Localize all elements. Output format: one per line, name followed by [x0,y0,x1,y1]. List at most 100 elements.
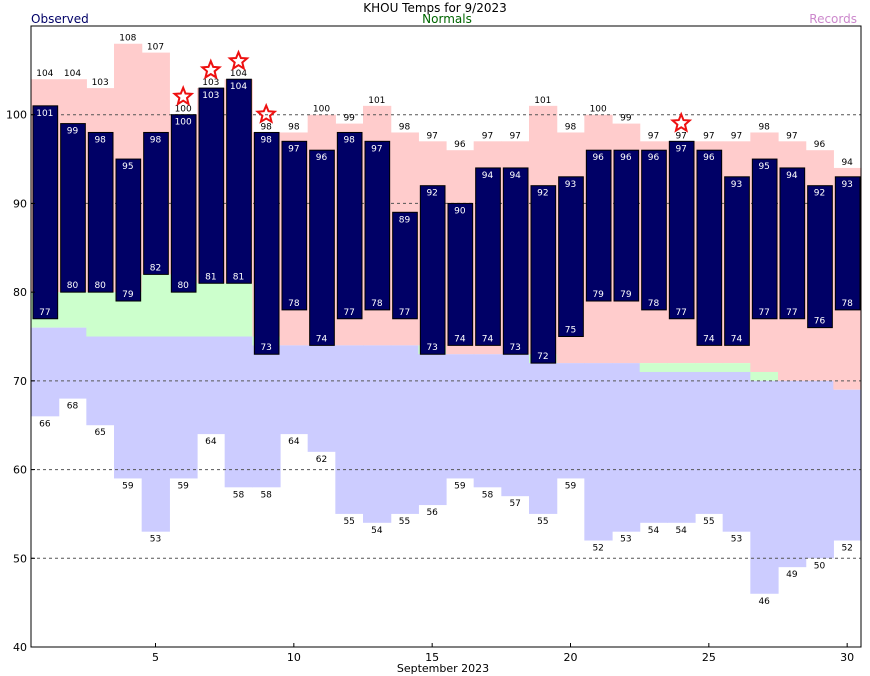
observed-low-label: 78 [371,299,383,309]
record-low-band [390,345,419,514]
record-low-label: 52 [592,544,603,554]
normal-band [695,363,724,372]
observed-low-label: 78 [288,299,300,309]
record-low-label: 52 [841,544,852,554]
observed-bar [558,176,584,337]
record-high-label: 98 [565,122,577,132]
x-tick-label: 20 [564,651,578,664]
normal-band [224,283,253,337]
observed-low-label: 81 [233,272,244,282]
observed-high-label: 97 [371,144,382,154]
observed-low-label: 74 [454,334,466,344]
normal-band [58,292,87,328]
record-high-label: 97 [482,131,493,141]
legend-records: Records [809,12,857,26]
record-low-band [473,354,502,488]
record-low-label: 54 [648,526,660,536]
x-tick-label: 25 [702,651,716,664]
record-low-band [280,345,309,435]
observed-bar [613,149,640,302]
observed-high-label: 101 [36,109,53,119]
observed-low-label: 80 [94,281,106,291]
record-high-label: 98 [758,122,770,132]
normal-band [141,274,170,337]
record-low-band [197,336,226,435]
observed-high-label: 103 [202,91,219,101]
observed-bar [143,131,169,275]
observed-high-label: 94 [786,171,798,181]
record-low-label: 49 [786,570,798,580]
record-high-label: 97 [675,131,686,141]
record-low-label: 64 [205,437,217,447]
legend-normals: Normals [422,12,472,26]
x-tick-label: 10 [287,651,301,664]
normal-band [722,363,751,372]
record-high-label: 104 [230,69,247,79]
y-tick-label: 50 [13,552,27,565]
observed-low-label: 78 [648,299,660,309]
x-axis-label: September 2023 [397,662,489,675]
normal-band [639,363,668,372]
observed-low-label: 77 [399,308,410,318]
record-star-icon [255,102,278,124]
record-low-band [169,336,198,479]
record-high-label: 94 [841,158,853,168]
observed-low-label: 79 [592,290,604,300]
observed-high-label: 93 [841,180,852,190]
record-low-label: 58 [260,490,272,500]
record-low-band [750,380,779,594]
observed-bar [87,131,114,293]
observed-bar [60,123,86,293]
record-high-label: 104 [64,69,81,79]
record-low-band [335,345,364,514]
y-tick-label: 100 [6,109,27,122]
observed-bar [779,167,806,320]
observed-bar [530,185,557,364]
record-low-label: 58 [482,490,494,500]
observed-low-label: 74 [731,334,743,344]
record-low-band [639,371,668,523]
record-high-label: 97 [731,131,742,141]
observed-bar [392,211,418,320]
y-tick-label: 70 [13,375,27,388]
observed-bar [309,149,335,346]
record-low-band [529,363,558,514]
chart-title: KHOU Temps for 9/2023 [363,1,507,15]
observed-high-label: 92 [814,189,825,199]
record-low-label: 50 [814,561,826,571]
observed-bar [641,149,667,311]
observed-high-label: 100 [175,118,192,128]
observed-low-label: 77 [786,308,797,318]
observed-bar [585,149,612,302]
observed-low-label: 73 [426,343,437,353]
y-tick-label: 60 [13,464,27,477]
record-low-band [695,371,724,514]
record-high-label: 103 [202,78,219,88]
record-low-label: 57 [509,499,520,509]
observed-high-label: 96 [620,153,632,163]
observed-bar [724,176,750,346]
observed-low-label: 79 [620,290,632,300]
observed-bar [696,149,723,346]
observed-low-label: 73 [260,343,271,353]
record-low-band [363,345,392,523]
observed-low-label: 77 [343,308,354,318]
record-low-band [501,354,530,497]
record-low-label: 54 [675,526,687,536]
legend-observed: Observed [31,12,89,26]
record-high-label: 100 [590,105,607,115]
observed-low-label: 77 [675,308,686,318]
record-low-label: 58 [233,490,245,500]
record-low-label: 54 [371,526,383,536]
record-high-label: 97 [426,131,437,141]
record-low-label: 55 [703,517,714,527]
observed-high-label: 92 [426,189,437,199]
observed-low-label: 76 [814,317,826,327]
observed-low-label: 77 [758,308,769,318]
record-high-label: 97 [786,131,797,141]
observed-bar [751,158,778,320]
observed-high-label: 97 [288,144,299,154]
record-high-label: 101 [534,96,551,106]
record-low-label: 55 [399,517,410,527]
